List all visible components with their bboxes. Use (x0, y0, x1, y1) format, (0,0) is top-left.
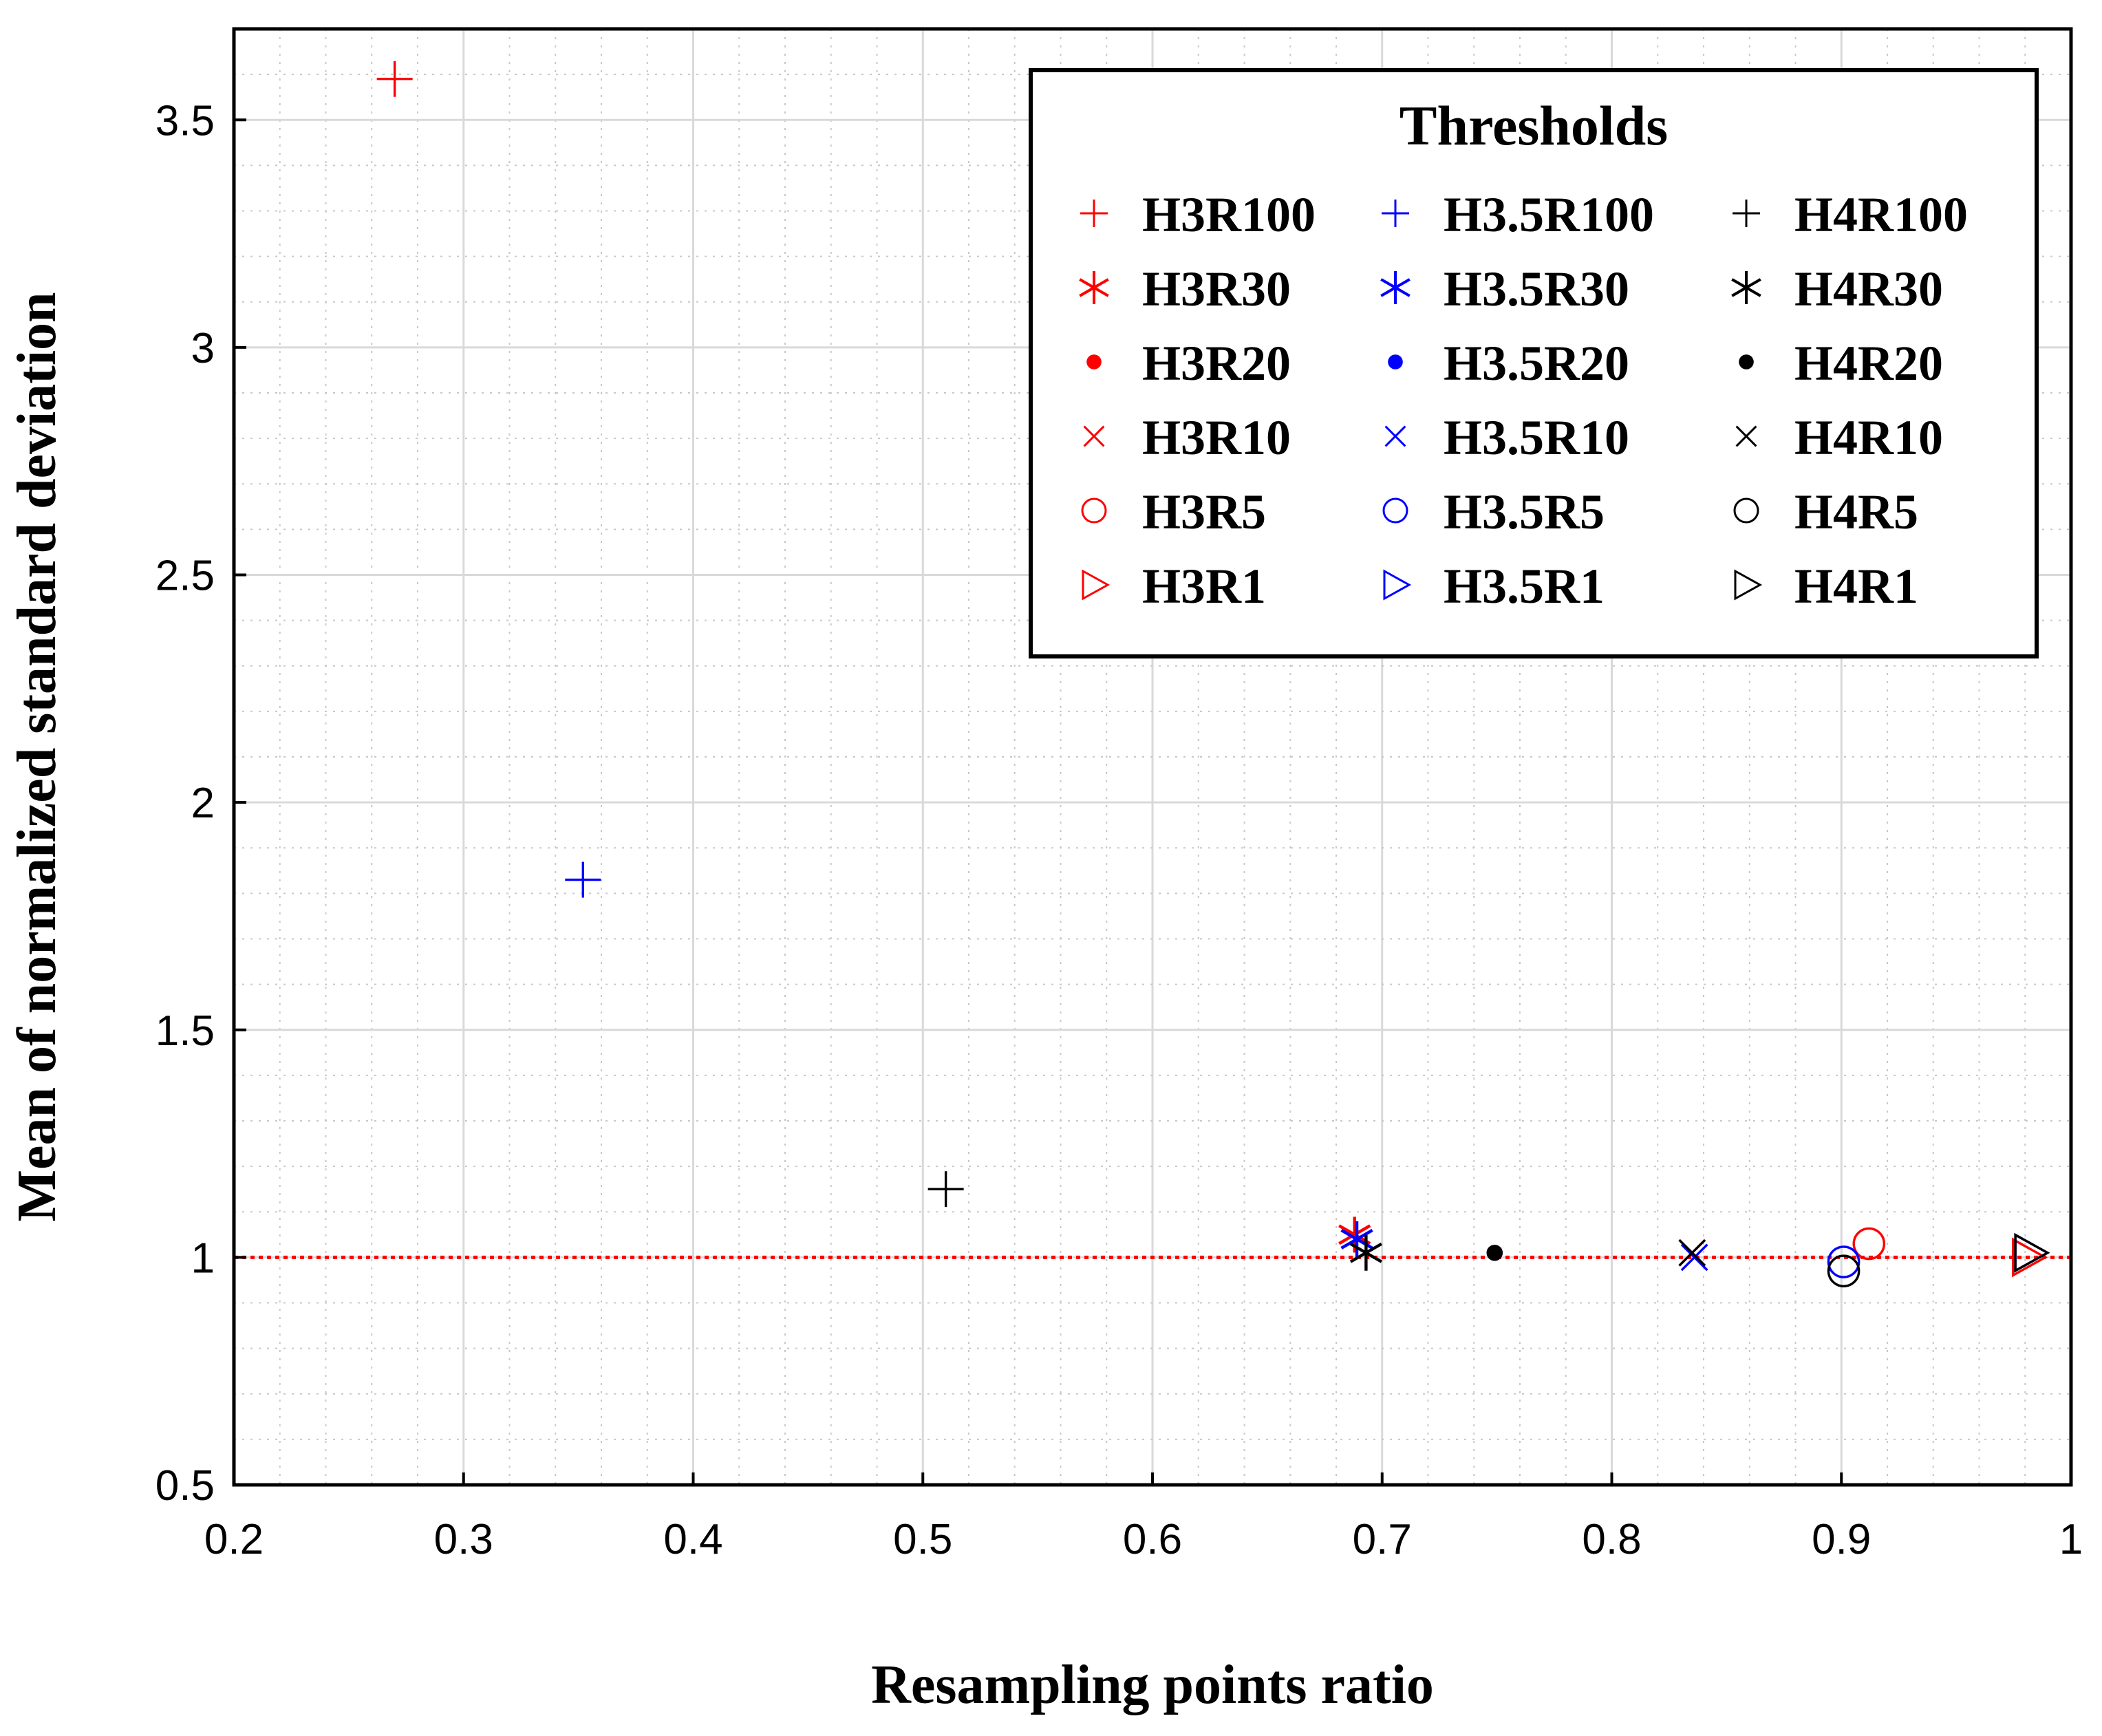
y-tick-label: 3 (191, 325, 215, 372)
point-H3R100 (376, 61, 413, 97)
legend-marker-H4R100 (1733, 200, 1760, 227)
y-axis-title: Mean of normalized standard deviation (7, 292, 67, 1221)
legend-label: H3.5R1 (1444, 559, 1605, 614)
legend-marker-H4R30 (1731, 271, 1761, 304)
legend-label: H3.5R20 (1444, 336, 1629, 391)
legend-label: H3.5R100 (1444, 187, 1654, 242)
legend-label: H4R10 (1794, 410, 1943, 465)
y-tick-label: 2.5 (155, 553, 215, 600)
legend-label: H3R1 (1142, 559, 1266, 614)
legend-box (1029, 68, 2039, 658)
y-tick-label: 3.5 (155, 97, 215, 144)
point-H4R20 (1486, 1245, 1503, 1261)
point-H3_5R100 (565, 861, 601, 898)
legend-label: H4R100 (1794, 187, 1968, 242)
axis-ticks: 0.2 0.3 0.4 0.5 0.6 0.7 0.8 0.9 1 0.5 1 1.5 2 2.5 3 3.5 (155, 97, 2083, 1563)
x-axis-title: Resampling points ratio (871, 1655, 1434, 1715)
point-H4R10 (1678, 1239, 1706, 1267)
legend-marker-H3_5R100 (1382, 200, 1409, 227)
legend-marker-H3_5R30 (1380, 271, 1411, 304)
x-tick-label: 0.5 (893, 1516, 952, 1563)
y-tick-label: 0.5 (155, 1462, 215, 1510)
legend-label: H3R20 (1142, 336, 1291, 391)
x-tick-label: 0.7 (1353, 1516, 1412, 1563)
data-points (376, 61, 2050, 1288)
point-H3R5 (1852, 1227, 1886, 1261)
legend-label: H3R5 (1142, 484, 1266, 539)
legend-label: H3R30 (1142, 261, 1291, 317)
point-H3_5R10 (1680, 1243, 1708, 1272)
legend-marker-H3R30 (1079, 271, 1109, 304)
legend-marker-H4R10 (1735, 425, 1757, 447)
y-tick-label: 1.5 (155, 1007, 215, 1055)
x-tick-label: 0.6 (1123, 1516, 1182, 1563)
legend-label: H3R10 (1142, 410, 1291, 465)
x-tick-label: 0.8 (1582, 1516, 1641, 1563)
point-H4R1 (2014, 1232, 2050, 1273)
point-H3_5R5 (1827, 1245, 1860, 1278)
legend-marker-H4R20 (1739, 354, 1754, 369)
legend-label: H4R20 (1794, 336, 1943, 391)
legend-marker-H3R1 (1082, 569, 1111, 601)
x-tick-label: 0.9 (1812, 1516, 1871, 1563)
x-tick-label: 1 (2059, 1516, 2083, 1563)
legend-label: H3.5R5 (1444, 484, 1605, 539)
legend-label: H3.5R30 (1444, 261, 1629, 317)
legend-label: H3R100 (1142, 187, 1316, 242)
point-H4R30 (1349, 1234, 1383, 1271)
point-H4R5 (1827, 1254, 1860, 1288)
legend-marker-H3R10 (1083, 425, 1105, 447)
legend-marker-H3_5R20 (1388, 354, 1403, 369)
legend-label: H3.5R10 (1444, 410, 1629, 465)
legend-marker-H4R1 (1734, 569, 1763, 601)
legend-marker-H4R5 (1733, 497, 1759, 524)
x-tick-label: 0.3 (434, 1516, 493, 1563)
legend-label: H4R1 (1794, 559, 1918, 614)
legend-marker-H3R100 (1080, 200, 1108, 227)
legend-label: H4R30 (1794, 261, 1943, 317)
legend-marker-H3_5R1 (1383, 569, 1412, 601)
point-H4R100 (927, 1171, 964, 1208)
x-tick-label: 0.2 (204, 1516, 264, 1563)
y-tick-label: 2 (191, 780, 215, 827)
legend-marker-H3_5R5 (1382, 497, 1408, 524)
legend-title: Thresholds (1399, 94, 1668, 157)
legend: Thresholds H3R100 H3.5R100 H4R100 H3R30 H3.5R… (1029, 68, 2039, 658)
y-tick-label: 1 (191, 1234, 215, 1282)
x-tick-label: 0.4 (663, 1516, 722, 1563)
legend-marker-H3R20 (1086, 354, 1102, 369)
legend-marker-H3_5R10 (1384, 425, 1406, 447)
legend-marker-H3R5 (1081, 497, 1107, 524)
legend-label: H4R5 (1794, 484, 1918, 539)
point-H3R1 (2012, 1237, 2048, 1278)
